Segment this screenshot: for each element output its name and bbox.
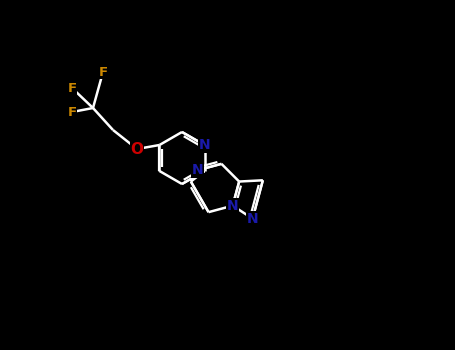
Text: N: N bbox=[192, 163, 203, 177]
Text: F: F bbox=[98, 65, 107, 78]
Text: F: F bbox=[67, 105, 76, 119]
Text: F: F bbox=[67, 82, 76, 95]
Text: N: N bbox=[227, 199, 238, 213]
Text: N: N bbox=[199, 138, 210, 152]
Text: O: O bbox=[131, 141, 143, 156]
Text: N: N bbox=[247, 212, 258, 226]
